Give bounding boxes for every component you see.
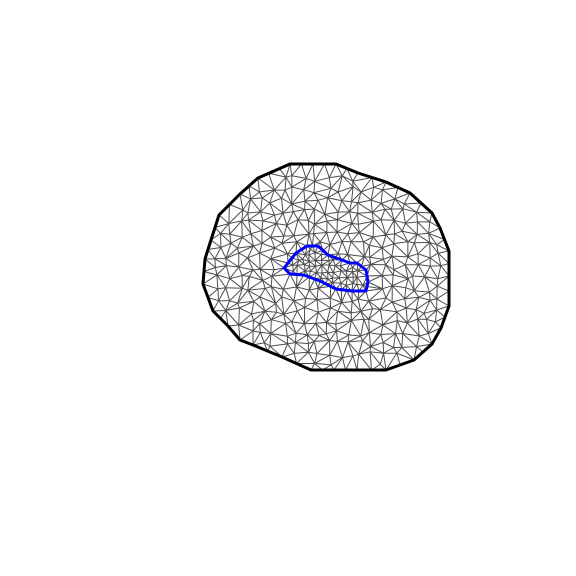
outer-boundary: [201, 162, 451, 372]
inner-boundary: [282, 244, 370, 293]
